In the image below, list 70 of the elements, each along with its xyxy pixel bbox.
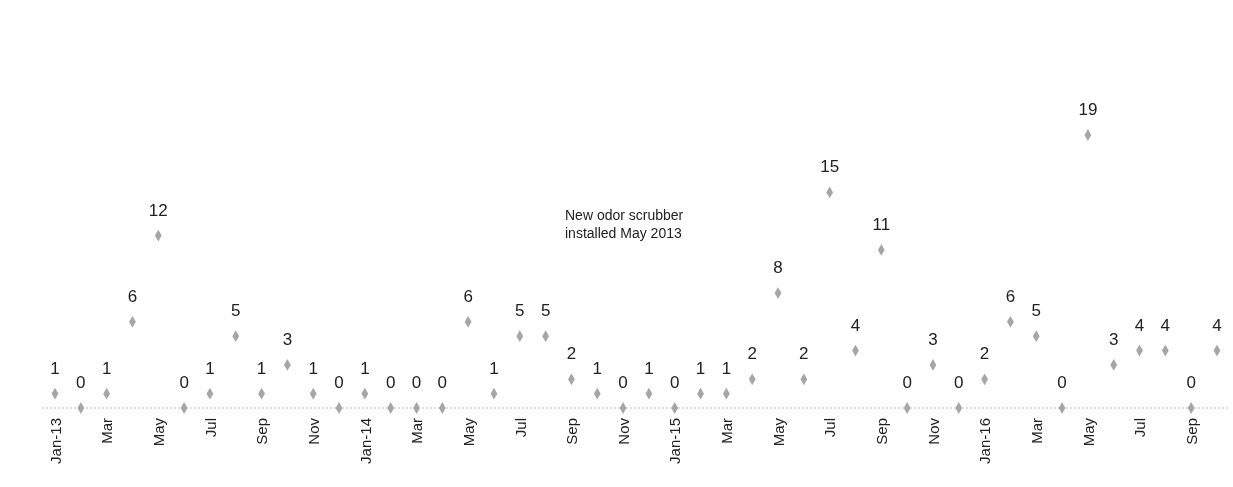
- x-tick-label: Jul: [201, 418, 219, 438]
- data-label: 0: [670, 373, 680, 392]
- data-label: 6: [127, 286, 138, 306]
- data-label: 4: [850, 315, 861, 335]
- x-tick-label: Jan-13: [46, 418, 64, 464]
- x-tick-label: Nov: [614, 417, 632, 445]
- x-tick-label: Mar: [408, 418, 426, 444]
- data-label: 2: [747, 344, 757, 364]
- annotation: New odor scrubber installed May 2013: [565, 207, 684, 242]
- data-label: 1: [592, 358, 602, 378]
- data-label: 0: [1186, 373, 1196, 392]
- x-tick-label: Sep: [873, 418, 891, 445]
- x-tick-label: Sep: [563, 418, 581, 445]
- data-label: 3: [1108, 329, 1119, 349]
- data-label: 0: [1057, 373, 1067, 392]
- x-tick-label: May: [1079, 417, 1097, 447]
- x-tick-label: Sep: [253, 418, 271, 445]
- data-label: 15: [820, 157, 840, 177]
- x-tick-label: Sep: [1182, 418, 1200, 445]
- x-tick-label: Mar: [1027, 418, 1045, 444]
- x-tick-label: May: [150, 417, 168, 447]
- data-label: 0: [954, 373, 964, 392]
- x-tick-label: Nov: [924, 417, 942, 445]
- data-label: 2: [566, 344, 577, 364]
- data-label: 8: [773, 258, 783, 278]
- data-label: 5: [515, 301, 525, 321]
- data-label: 1: [360, 358, 370, 378]
- data-label: 0: [618, 373, 628, 392]
- x-tick-label: Jul: [1131, 418, 1149, 438]
- x-tick-label: May: [459, 417, 477, 447]
- data-label: 5: [231, 301, 241, 321]
- data-label: 1: [644, 358, 654, 378]
- data-label: 4: [1134, 315, 1145, 335]
- data-label: 1: [308, 358, 318, 378]
- data-label: 3: [928, 329, 938, 349]
- data-label: 0: [411, 373, 422, 392]
- data-label: 1: [489, 358, 499, 378]
- data-label: 12: [148, 200, 168, 220]
- x-tick-label: Jan-15: [666, 418, 684, 464]
- data-label: 6: [1005, 286, 1016, 306]
- data-label: 0: [334, 373, 344, 392]
- data-label: 1: [256, 358, 267, 378]
- data-label: 2: [799, 344, 809, 364]
- data-label: 11: [872, 214, 891, 234]
- x-tick-label: Jan-16: [976, 418, 994, 464]
- data-label: 0: [902, 373, 912, 392]
- x-tick-label: Mar: [98, 418, 116, 444]
- data-label: 6: [463, 286, 473, 306]
- x-tick-label: Jan-14: [356, 418, 374, 464]
- x-tick-label: May: [769, 417, 787, 447]
- data-label: 0: [437, 373, 448, 392]
- data-label: 4: [1212, 315, 1222, 335]
- data-label: 4: [1160, 315, 1171, 335]
- data-label: 0: [385, 373, 396, 392]
- data-label: 0: [179, 373, 189, 392]
- data-label: 1: [50, 358, 60, 378]
- data-label: 5: [1031, 301, 1041, 321]
- x-tick-label: Nov: [304, 417, 322, 445]
- data-label: 1: [101, 358, 112, 378]
- data-label: 0: [76, 373, 86, 392]
- data-label: 1: [695, 358, 706, 378]
- x-tick-label: Jul: [511, 418, 529, 438]
- data-label: 1: [205, 358, 215, 378]
- data-label: 5: [540, 301, 551, 321]
- data-label: 3: [282, 329, 293, 349]
- data-label: 19: [1078, 100, 1098, 119]
- data-label: 1: [721, 358, 732, 378]
- x-tick-label: Mar: [718, 418, 736, 444]
- data-label: 2: [979, 344, 990, 364]
- x-tick-label: Jul: [821, 418, 839, 438]
